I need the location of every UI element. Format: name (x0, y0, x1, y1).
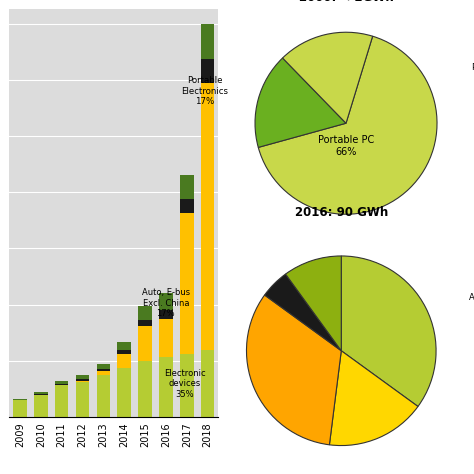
Wedge shape (264, 274, 341, 351)
Bar (118, 342, 131, 350)
Bar (180, 213, 193, 354)
Bar (13, 399, 27, 400)
Bar (138, 320, 152, 326)
Bar (76, 375, 89, 379)
Wedge shape (285, 256, 341, 351)
Text: Portable
Electronics
17%: Portable Electronics 17% (182, 76, 228, 106)
Bar (76, 381, 89, 382)
Bar (97, 375, 110, 417)
Bar (55, 384, 68, 385)
Text: Auto, E-bus
Excl. China
17%: Auto, E-bus Excl. China 17% (142, 289, 190, 318)
Bar (97, 372, 110, 375)
Title: 2000: < 2GWh: 2000: < 2GWh (299, 0, 393, 4)
Bar (201, 59, 214, 83)
Bar (34, 394, 47, 395)
Bar (55, 385, 68, 417)
Text: Auto, E-bus
China
33%: Auto, E-bus China 33% (469, 293, 474, 323)
Bar (118, 368, 131, 417)
Wedge shape (341, 256, 436, 407)
Wedge shape (255, 58, 346, 147)
Bar (201, 24, 214, 59)
Bar (76, 379, 89, 381)
Bar (55, 381, 68, 384)
Bar (180, 174, 193, 199)
Title: 2016: 90 GWh: 2016: 90 GWh (295, 206, 388, 219)
Text: Electronic
devices
35%: Electronic devices 35% (164, 369, 206, 399)
Bar (159, 319, 173, 357)
Wedge shape (329, 351, 418, 446)
Bar (118, 354, 131, 368)
Bar (138, 306, 152, 320)
Bar (159, 293, 173, 310)
Bar (138, 326, 152, 361)
Text: Portable PC
66%: Portable PC 66% (318, 135, 374, 157)
Bar (34, 392, 47, 394)
Bar (118, 350, 131, 354)
Wedge shape (246, 295, 341, 445)
Bar (138, 361, 152, 417)
Text: Phones
17%: Phones 17% (472, 64, 474, 83)
Bar (180, 199, 193, 213)
Wedge shape (283, 32, 373, 123)
Bar (34, 395, 47, 417)
Bar (159, 310, 173, 319)
Bar (201, 350, 214, 417)
Bar (180, 354, 193, 417)
Bar (76, 382, 89, 417)
Bar (201, 83, 214, 350)
Bar (97, 369, 110, 372)
Bar (97, 364, 110, 369)
Bar (159, 357, 173, 417)
Bar (13, 400, 27, 417)
Wedge shape (258, 36, 437, 214)
